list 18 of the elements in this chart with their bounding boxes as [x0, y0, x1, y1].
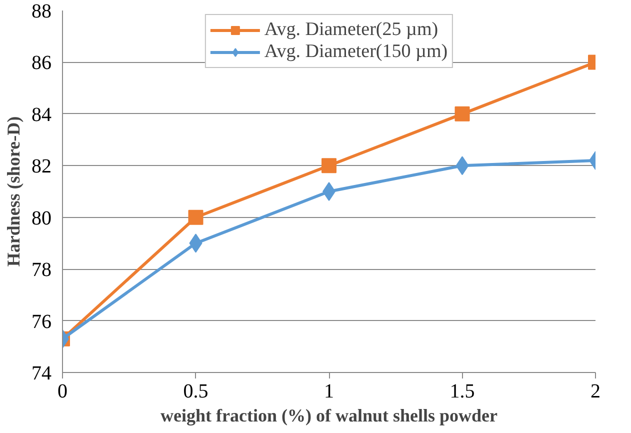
y-tick-label: 78 — [32, 259, 52, 282]
point — [322, 158, 336, 174]
y-axis-title: Hardness (shore-D) — [4, 116, 24, 267]
legend-label: Avg. Diameter(150 µm) — [264, 41, 448, 63]
y-tick-label: 76 — [32, 310, 52, 333]
x-tick-label: 0.5 — [183, 380, 208, 402]
y-tick-label: 80 — [32, 207, 52, 230]
x-tick-label: 1.5 — [450, 380, 475, 402]
legend-label: Avg. Diameter(25 µm) — [264, 19, 438, 41]
y-tick-label: 82 — [32, 156, 52, 178]
x-tick-label: 0 — [58, 380, 68, 402]
y-tick-label: 74 — [32, 362, 52, 384]
x-tick-label: 2 — [590, 380, 600, 402]
y-tick-label: 84 — [32, 104, 52, 126]
x-axis-title: weight fraction (%) of walnut shells powder — [160, 406, 498, 426]
y-tick-label: 86 — [32, 52, 52, 74]
x-tick-label: 1 — [324, 380, 334, 402]
y-tick-label: 88 — [32, 0, 52, 22]
